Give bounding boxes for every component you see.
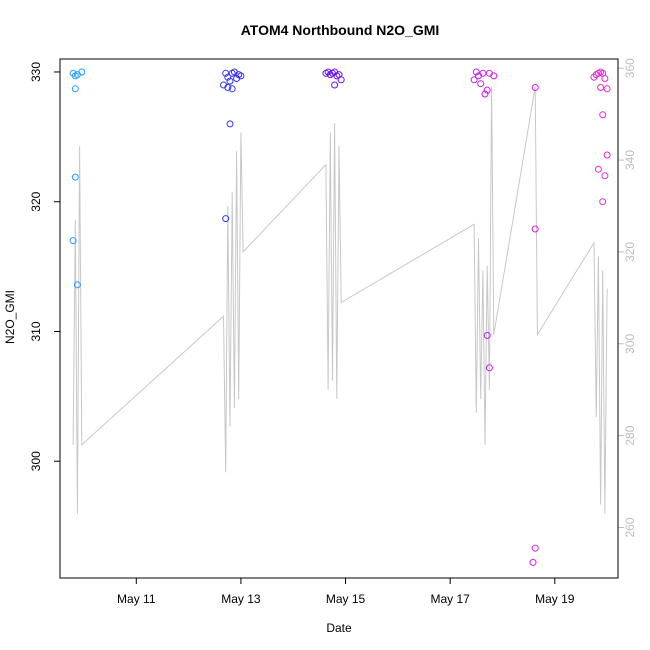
- x-axis-label: Date: [326, 621, 352, 635]
- data-point: [71, 85, 79, 93]
- y-tick-label: 320: [29, 191, 43, 211]
- secondary-series-line: [72, 86, 608, 514]
- y2-tick-label: 360: [623, 58, 637, 78]
- points-layer: [69, 68, 611, 566]
- plot-frame: [59, 58, 619, 579]
- data-point: [477, 80, 485, 88]
- y2-tick-label: 280: [623, 425, 637, 445]
- data-point: [483, 86, 491, 94]
- x-tick-label: May 17: [430, 592, 470, 606]
- x-tick-label: May 19: [535, 592, 575, 606]
- data-point: [601, 172, 609, 180]
- y-axis-label: N2O_GMI: [3, 290, 17, 344]
- data-point: [472, 68, 480, 76]
- data-point: [531, 544, 539, 552]
- data-point: [531, 225, 539, 233]
- axes-layer: May 11 May 13 May 15 May 17 May 19 300 310 320 3…: [29, 58, 637, 606]
- data-point: [603, 85, 611, 93]
- data-point: [601, 75, 609, 82]
- data-point: [599, 198, 607, 206]
- data-point: [603, 151, 611, 159]
- data-point: [529, 558, 537, 566]
- data-point: [71, 173, 79, 181]
- y-tick-label: 310: [29, 321, 43, 341]
- data-point: [470, 76, 478, 84]
- data-point: [222, 215, 230, 223]
- data-point: [224, 73, 232, 81]
- data-point: [483, 331, 491, 339]
- data-point: [228, 85, 236, 93]
- y-tick-label: 300: [29, 451, 43, 471]
- data-point: [237, 72, 245, 80]
- x-tick-label: May 15: [326, 592, 366, 606]
- data-point: [485, 364, 493, 372]
- x-tick-label: May 11: [117, 592, 156, 606]
- y2-tick-label: 320: [623, 242, 637, 262]
- data-point: [78, 68, 86, 76]
- y2-tick-label: 300: [623, 333, 637, 353]
- data-point: [594, 165, 602, 173]
- data-point: [531, 84, 539, 91]
- data-point: [73, 281, 81, 289]
- data-point: [69, 237, 77, 245]
- chart-title: ATOM4 Northbound N2O_GMI: [241, 22, 440, 38]
- y-tick-label: 330: [29, 62, 43, 82]
- data-point: [599, 111, 607, 119]
- data-point: [331, 81, 339, 89]
- secondary-line-layer: [72, 86, 608, 514]
- data-point: [490, 72, 498, 80]
- y2-tick-label: 340: [623, 150, 637, 170]
- data-point: [226, 77, 234, 85]
- x-tick-label: May 13: [221, 592, 261, 606]
- data-point: [597, 84, 605, 91]
- data-point: [481, 90, 489, 98]
- data-point: [337, 76, 345, 84]
- y2-tick-label: 260: [623, 517, 637, 537]
- data-point: [224, 84, 232, 91]
- data-point: [226, 120, 234, 128]
